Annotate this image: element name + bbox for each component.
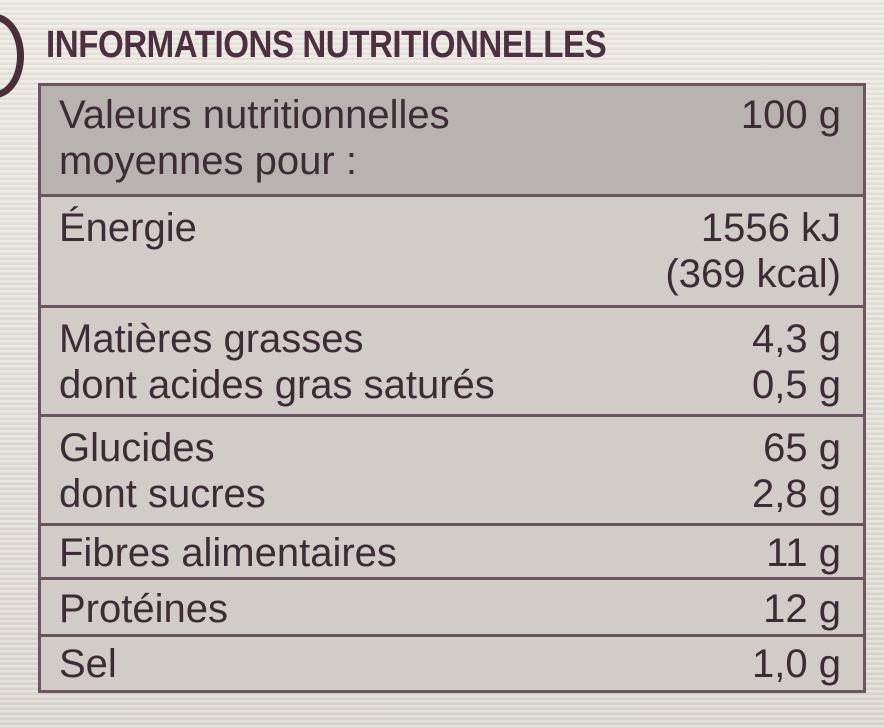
energy-kj-value: 1556 kJ — [700, 206, 841, 250]
header-label-line-1: Valeurs nutritionnelles — [59, 93, 450, 137]
table-header-row: Valeurs nutritionnelles moyennes pour : … — [41, 86, 863, 194]
header-value: 100 g — [740, 93, 841, 137]
table-row-salt: Sel 1,0 g — [41, 634, 863, 690]
energy-kcal-value: (369 kcal) — [665, 252, 841, 296]
protein-value: 12 g — [763, 587, 841, 631]
salt-label: Sel — [59, 642, 117, 686]
nutrition-table: Valeurs nutritionnelles moyennes pour : … — [38, 83, 866, 693]
salt-value: 1,0 g — [752, 642, 841, 686]
sugars-value: 2,8 g — [752, 472, 841, 516]
table-row-fat: Matières grasses dont acides gras saturé… — [41, 305, 863, 414]
carbohydrates-label: Glucides — [59, 426, 215, 470]
sugars-label: dont sucres — [59, 472, 266, 516]
header-label-line-2: moyennes pour : — [59, 139, 357, 183]
fibre-value: 11 g — [766, 531, 841, 575]
saturated-fat-value: 0,5 g — [752, 363, 841, 407]
fibre-label: Fibres alimentaires — [59, 531, 397, 575]
table-row-protein: Protéines 12 g — [41, 577, 863, 634]
saturated-fat-label: dont acides gras saturés — [59, 363, 495, 407]
page-title: INFORMATIONS NUTRITIONNELLES — [46, 24, 607, 66]
energy-label: Énergie — [59, 206, 197, 250]
fat-value: 4,3 g — [752, 317, 841, 361]
protein-label: Protéines — [59, 587, 228, 631]
table-row-carbohydrates: Glucides dont sucres 65 g 2,8 g — [41, 414, 863, 523]
brand-logo-arc — [0, 14, 24, 98]
table-row-fibre: Fibres alimentaires 11 g — [41, 523, 863, 577]
carbohydrates-value: 65 g — [763, 426, 841, 470]
table-row-energy: Énergie 1556 kJ (369 kcal) — [41, 194, 863, 305]
fat-label: Matières grasses — [59, 317, 364, 361]
